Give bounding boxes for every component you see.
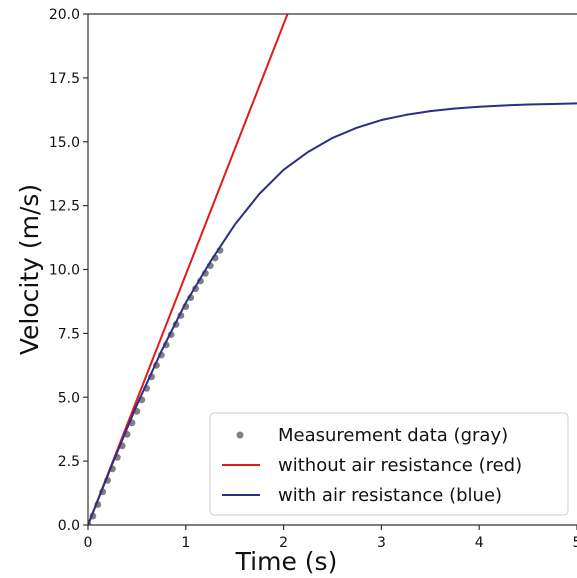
legend: Measurement data (gray) without air resis… xyxy=(209,412,569,516)
legend-label: with air resistance (blue) xyxy=(278,485,502,506)
legend-marker xyxy=(236,431,244,439)
y-tick-label: 17.5 xyxy=(49,71,80,87)
x-tick-label: 2 xyxy=(279,535,288,551)
y-axis-title: Velocity (m/s) xyxy=(15,184,44,355)
legend-label: Measurement data (gray) xyxy=(278,425,508,446)
legend-item: without air resistance (red) xyxy=(222,455,522,476)
legend-label: without air resistance (red) xyxy=(278,455,522,476)
x-tick-label: 3 xyxy=(377,535,386,551)
y-tick-label: 12.5 xyxy=(49,199,80,215)
line-with-air-resistance xyxy=(88,102,577,525)
legend-item: Measurement data (gray) xyxy=(236,425,508,446)
y-tick-label: 20.0 xyxy=(49,7,80,23)
x-tick-label: 1 xyxy=(181,535,190,551)
y-tick-label: 2.5 xyxy=(58,454,80,470)
axes-layer: 0.0 2.5 5.0 7.5 10.0 12.5 15.0 17.5 20.0 0 1 2 3 4 5 xyxy=(49,7,577,551)
y-tick-label: 10.0 xyxy=(49,263,80,279)
x-tick-label: 5 xyxy=(573,535,577,551)
y-tick-label: 5.0 xyxy=(58,390,80,406)
legend-item: with air resistance (blue) xyxy=(222,485,502,506)
x-tick-label: 0 xyxy=(84,535,93,551)
x-axis-title: Time (s) xyxy=(235,547,338,576)
y-tick-label: 15.0 xyxy=(49,135,80,151)
y-tick-label: 0.0 xyxy=(58,518,80,534)
series-layer xyxy=(88,14,577,525)
line-without-air-resistance xyxy=(88,14,289,525)
x-tick-label: 4 xyxy=(475,535,484,551)
y-tick-label: 7.5 xyxy=(58,326,80,342)
legend-box xyxy=(209,412,569,516)
